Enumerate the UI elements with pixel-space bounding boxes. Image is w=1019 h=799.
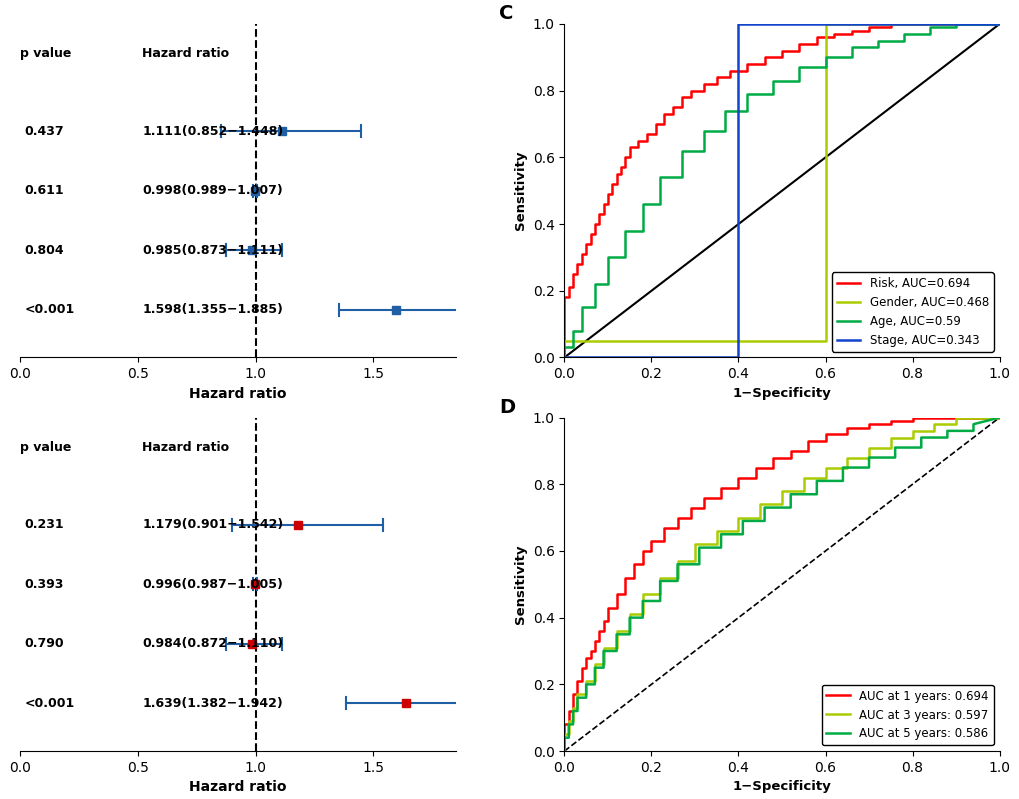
Text: 1.639(1.382−1.942): 1.639(1.382−1.942): [142, 697, 282, 710]
Text: 0.985(0.873−1.111): 0.985(0.873−1.111): [142, 244, 283, 256]
Y-axis label: Sensitivity: Sensitivity: [514, 545, 527, 624]
Y-axis label: Sensitivity: Sensitivity: [514, 151, 527, 230]
Text: 0.998(0.989−1.007): 0.998(0.989−1.007): [142, 185, 282, 197]
Text: p value: p value: [20, 47, 71, 60]
Text: Hazard ratio: Hazard ratio: [142, 441, 229, 454]
Text: 0.393: 0.393: [24, 578, 64, 590]
Text: 0.611: 0.611: [24, 185, 64, 197]
Text: D: D: [498, 398, 515, 416]
Text: 1.179(0.901−1.542): 1.179(0.901−1.542): [142, 519, 283, 531]
Text: 0.790: 0.790: [24, 638, 64, 650]
Text: 0.984(0.872−1.110): 0.984(0.872−1.110): [142, 638, 283, 650]
Text: C: C: [498, 4, 513, 23]
Legend: Risk, AUC=0.694, Gender, AUC=0.468, Age, AUC=0.59, Stage, AUC=0.343: Risk, AUC=0.694, Gender, AUC=0.468, Age,…: [832, 272, 993, 352]
X-axis label: 1−Specificity: 1−Specificity: [732, 781, 830, 793]
X-axis label: 1−Specificity: 1−Specificity: [732, 387, 830, 400]
Text: 1.598(1.355−1.885): 1.598(1.355−1.885): [142, 304, 283, 316]
Text: 0.231: 0.231: [24, 519, 64, 531]
Text: <0.001: <0.001: [24, 304, 75, 316]
Text: <0.001: <0.001: [24, 697, 75, 710]
Legend: AUC at 1 years: 0.694, AUC at 3 years: 0.597, AUC at 5 years: 0.586: AUC at 1 years: 0.694, AUC at 3 years: 0…: [821, 685, 993, 745]
Text: 1.111(0.852−1.448): 1.111(0.852−1.448): [142, 125, 283, 137]
X-axis label: Hazard ratio: Hazard ratio: [190, 781, 286, 794]
Text: Hazard ratio: Hazard ratio: [142, 47, 229, 60]
Text: p value: p value: [20, 441, 71, 454]
Text: 0.437: 0.437: [24, 125, 64, 137]
Text: 0.804: 0.804: [24, 244, 64, 256]
X-axis label: Hazard ratio: Hazard ratio: [190, 387, 286, 401]
Text: 0.996(0.987−1.005): 0.996(0.987−1.005): [142, 578, 283, 590]
